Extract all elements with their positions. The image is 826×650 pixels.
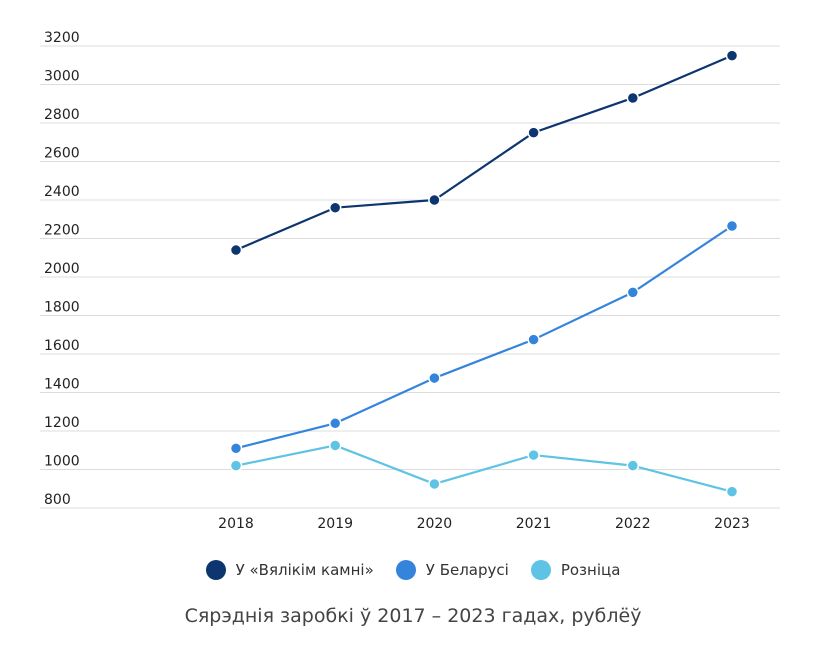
data-point <box>626 286 640 299</box>
y-tick-label: 2400 <box>44 184 80 200</box>
data-point <box>229 459 243 472</box>
data-point <box>527 448 540 462</box>
data-point <box>428 371 441 385</box>
y-tick-label: 1800 <box>44 300 80 316</box>
line-chart: 800 1000 1200 1400 1600 1800 2000 2200 2400 2600 2… <box>40 30 780 532</box>
y-tick-label: 3000 <box>44 69 80 85</box>
y-tick-label: 1600 <box>44 338 80 354</box>
y-tick-label: 1200 <box>44 415 80 431</box>
y-tick-label: 2200 <box>44 223 80 239</box>
x-tick-label: 2018 <box>218 516 254 532</box>
y-tick-label: 2000 <box>44 261 80 277</box>
y-tick-label: 2600 <box>44 146 80 162</box>
legend-label: Розніца <box>560 561 621 579</box>
y-tick-label: 2800 <box>44 107 80 123</box>
data-point <box>527 126 540 139</box>
data-point <box>328 417 342 430</box>
legend-item-difference: Розніца <box>530 560 621 580</box>
legend-item-belarus: У Беларусі <box>395 560 509 580</box>
x-tick-label: 2021 <box>516 516 552 532</box>
legend-marker <box>205 560 226 580</box>
y-tick-label: 800 <box>44 492 71 508</box>
data-point <box>328 439 342 452</box>
data-point <box>527 333 540 346</box>
legend: У «Вялікім камні» У Беларусі Розніца <box>0 560 826 580</box>
chart-title: Сярэднія заробкі ў 2017 – 2023 гадах, ру… <box>184 605 642 627</box>
data-point <box>725 49 739 62</box>
data-point <box>626 91 640 105</box>
series-line <box>235 54 733 252</box>
series-group <box>229 49 739 498</box>
y-tick-label: 3200 <box>44 30 80 46</box>
legend-label: У «Вялікім камні» <box>235 561 374 579</box>
legend-label: У Беларусі <box>425 561 509 579</box>
series-line <box>235 225 733 450</box>
gridlines <box>40 45 780 509</box>
data-point <box>725 485 739 498</box>
y-tick-label: 1000 <box>44 454 80 470</box>
x-tick-label: 2019 <box>317 516 353 532</box>
data-point <box>428 193 441 207</box>
data-point <box>725 219 739 233</box>
x-tick-label: 2020 <box>417 516 453 532</box>
y-axis-ticks: 800 1000 1200 1400 1600 1800 2000 2200 2400 2600 2… <box>44 30 80 508</box>
series-line <box>235 444 733 493</box>
data-point <box>229 243 243 257</box>
data-point <box>328 201 342 214</box>
x-tick-label: 2023 <box>714 516 750 532</box>
data-point <box>626 459 640 472</box>
y-tick-label: 1400 <box>44 377 80 393</box>
x-tick-label: 2022 <box>615 516 651 532</box>
data-point <box>229 442 243 455</box>
legend-marker <box>395 560 416 580</box>
data-point <box>428 477 441 491</box>
legend-item-velikim-kamni: У «Вялікім камні» <box>205 560 374 580</box>
legend-marker <box>530 560 551 580</box>
x-axis-ticks: 2018 2019 2020 2021 2022 2023 <box>218 516 750 532</box>
